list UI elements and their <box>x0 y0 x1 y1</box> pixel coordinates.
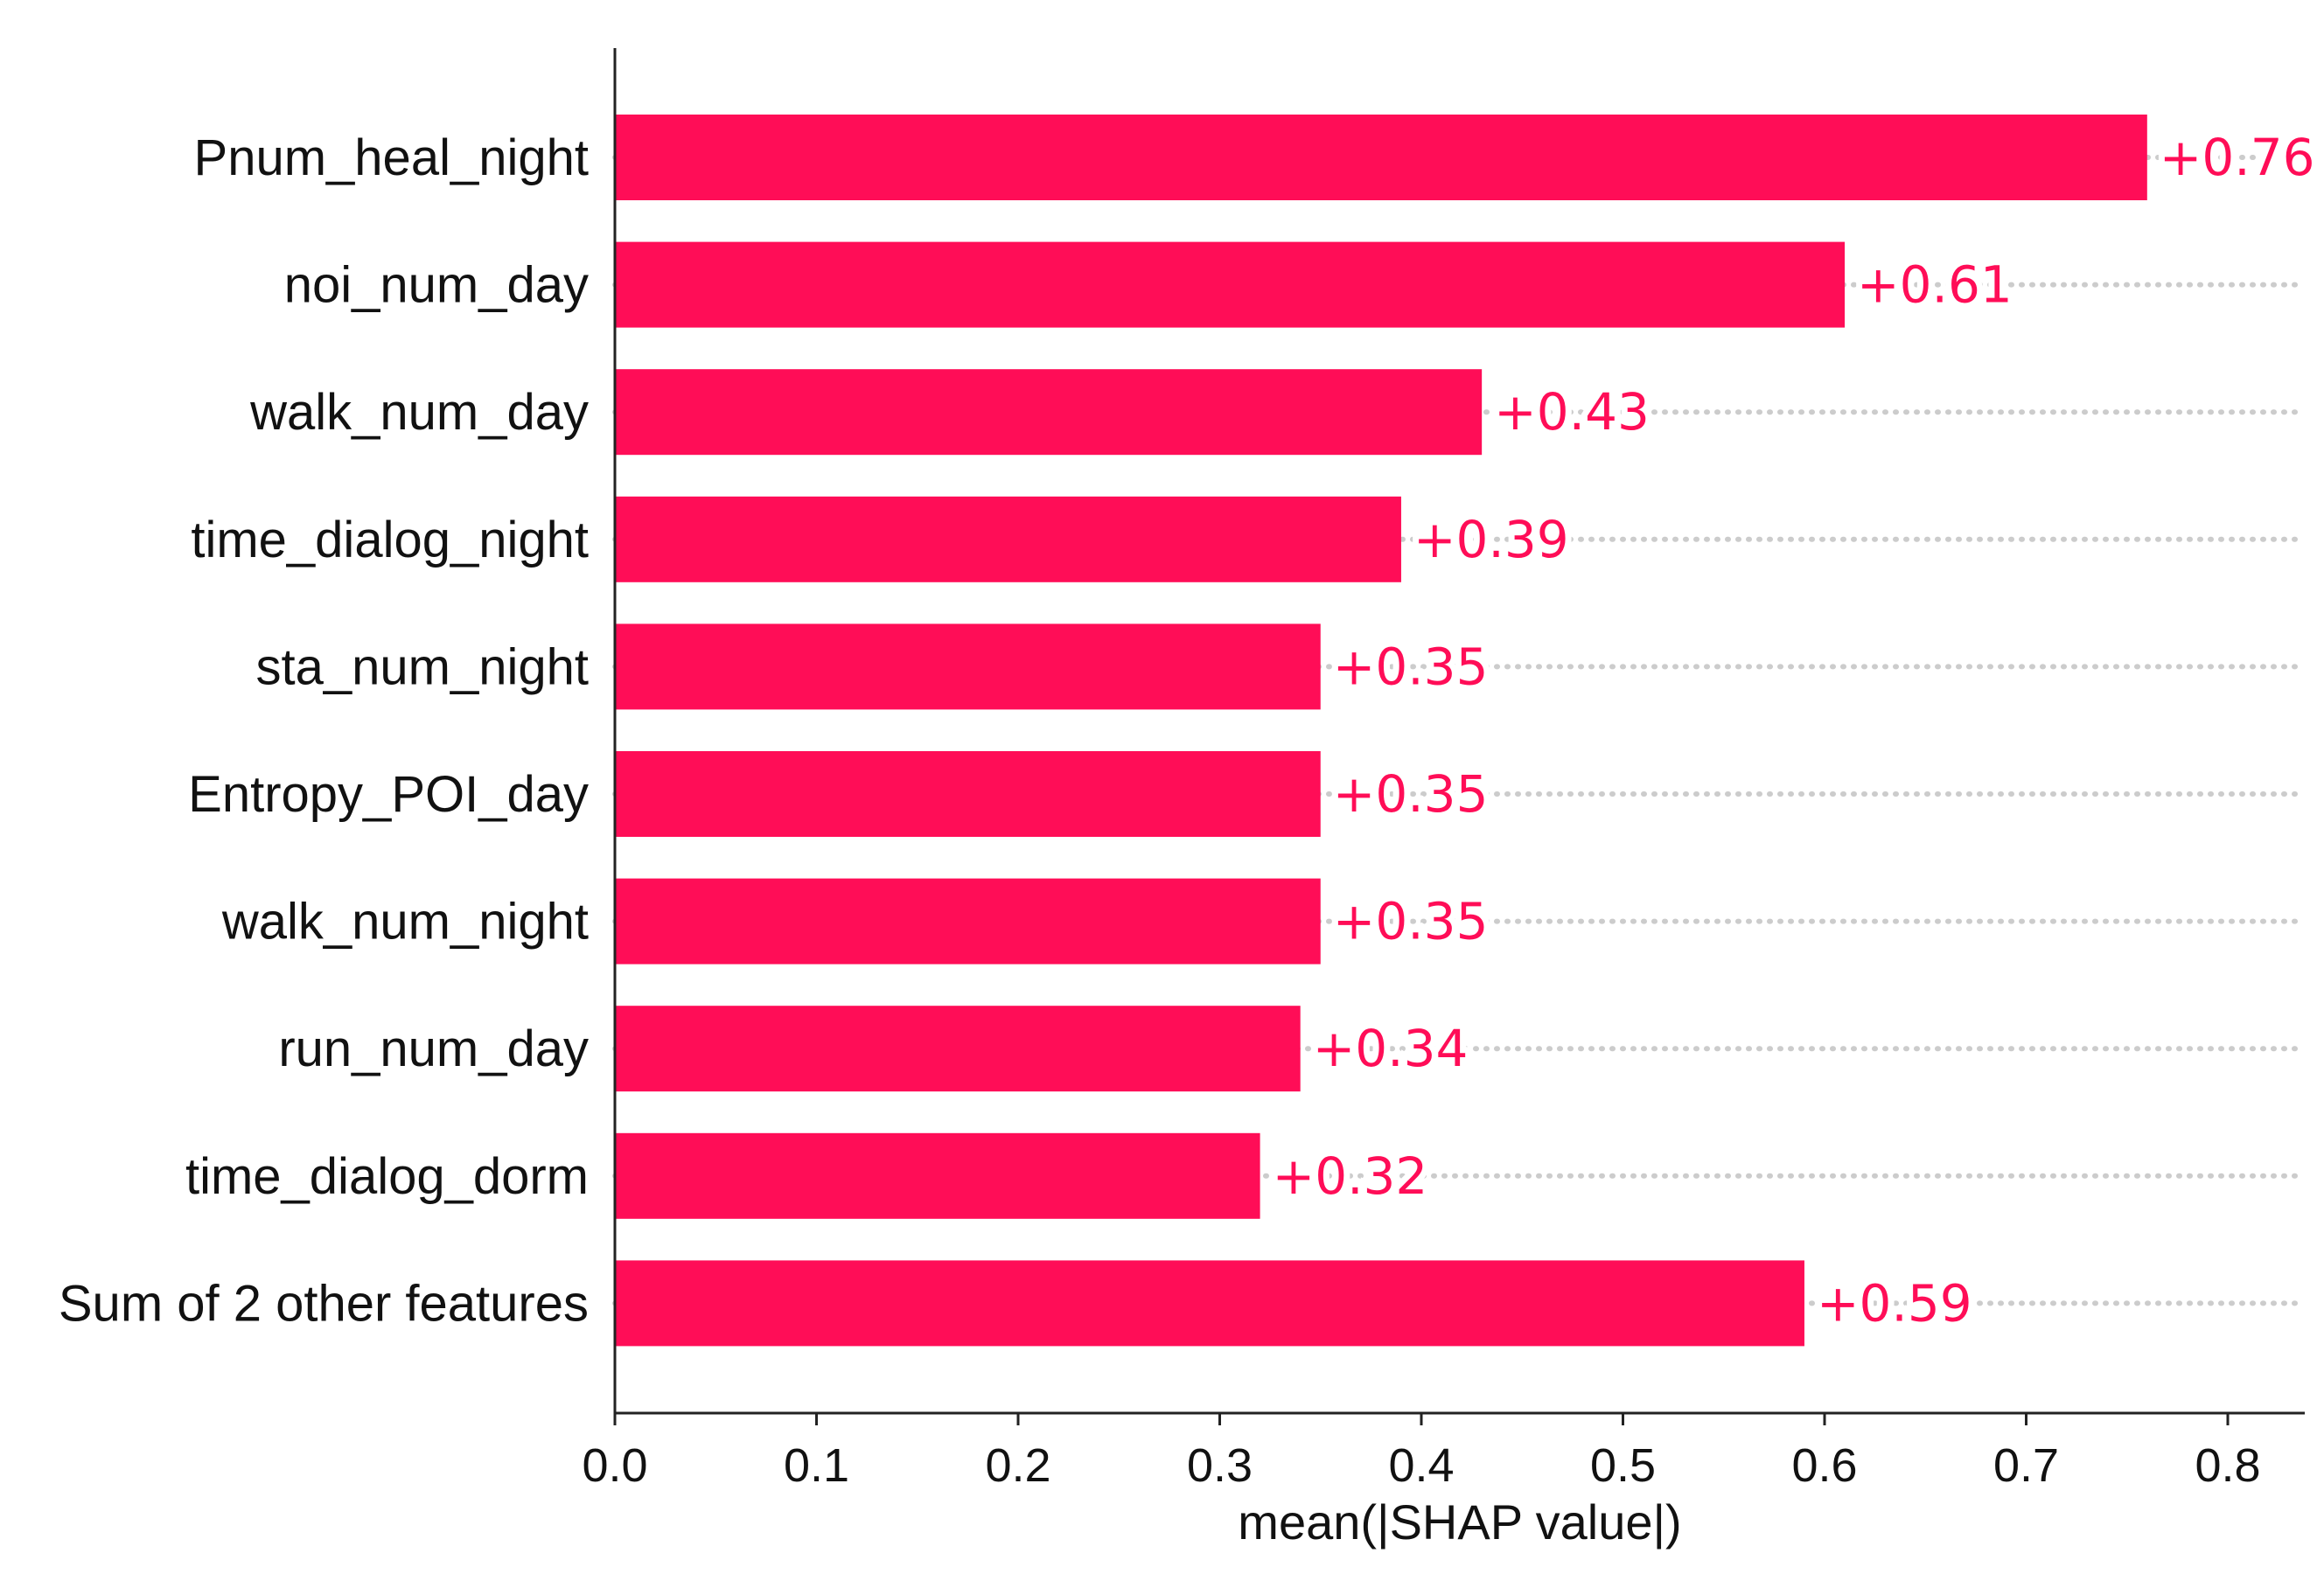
bar <box>615 751 1321 837</box>
value-labels: +0.76 +0.61 +0.43 +0.39 +0.35 +0.35 +0.35 +0.34… <box>1267 122 2321 1339</box>
x-axis-title: mean(|SHAP value|) <box>1238 1494 1681 1550</box>
x-tick-label: 0.6 <box>1791 1439 1857 1492</box>
bar <box>615 496 1401 582</box>
value-label: +0.59 <box>1817 1273 1972 1333</box>
bars <box>615 115 2147 1347</box>
value-label: +0.34 <box>1313 1019 1469 1078</box>
category-label: noi_num_day <box>284 257 589 314</box>
axes <box>613 48 2305 1415</box>
x-tick-label: 0.1 <box>784 1439 849 1492</box>
value-label: +0.43 <box>1494 382 1650 442</box>
category-labels: Pnum_heal_night noi_num_day walk_num_dayti… <box>59 129 589 1332</box>
value-label: +0.35 <box>1333 764 1489 824</box>
x-tick-label: 0.2 <box>985 1439 1050 1492</box>
value-label: +0.61 <box>1857 255 2013 315</box>
value-label: +0.35 <box>1333 892 1489 951</box>
bar <box>615 878 1321 965</box>
value-label: +0.32 <box>1273 1146 1428 1206</box>
category-label: Sum of 2 other features <box>59 1275 589 1332</box>
x-tick-label: 0.5 <box>1590 1439 1656 1492</box>
x-tick-label: 0.4 <box>1388 1439 1454 1492</box>
x-tick-label: 0.7 <box>1993 1439 2059 1492</box>
x-axis-ticks: 0.0 0.1 0.2 0.3 0.4 0.5 0.6 0.7 0.8 <box>582 1413 2261 1492</box>
category-label: walk_num_night <box>221 894 589 951</box>
category-label: time_dialog_dorm <box>185 1148 589 1205</box>
value-label: +0.76 <box>2160 128 2315 187</box>
bar <box>615 1132 1260 1219</box>
category-label: walk_num_day <box>249 384 589 441</box>
category-label: sta_num_night <box>256 638 589 695</box>
value-label: +0.39 <box>1413 510 1569 569</box>
x-tick-label: 0.0 <box>582 1439 647 1492</box>
category-label: Pnum_heal_night <box>194 129 589 186</box>
bar <box>615 241 1846 328</box>
category-label: Entropy_POI_day <box>188 766 589 823</box>
bar <box>615 369 1483 456</box>
category-label: run_num_day <box>278 1020 589 1077</box>
dotted-guides <box>612 155 2303 1306</box>
x-tick-label: 0.3 <box>1187 1439 1253 1492</box>
category-label: time_dialog_night <box>191 512 589 568</box>
bar <box>615 1260 1804 1347</box>
bar <box>615 1006 1301 1092</box>
bar <box>615 115 2147 200</box>
x-tick-label: 0.8 <box>2195 1439 2260 1492</box>
value-label: +0.35 <box>1333 637 1489 696</box>
bar <box>615 623 1321 710</box>
